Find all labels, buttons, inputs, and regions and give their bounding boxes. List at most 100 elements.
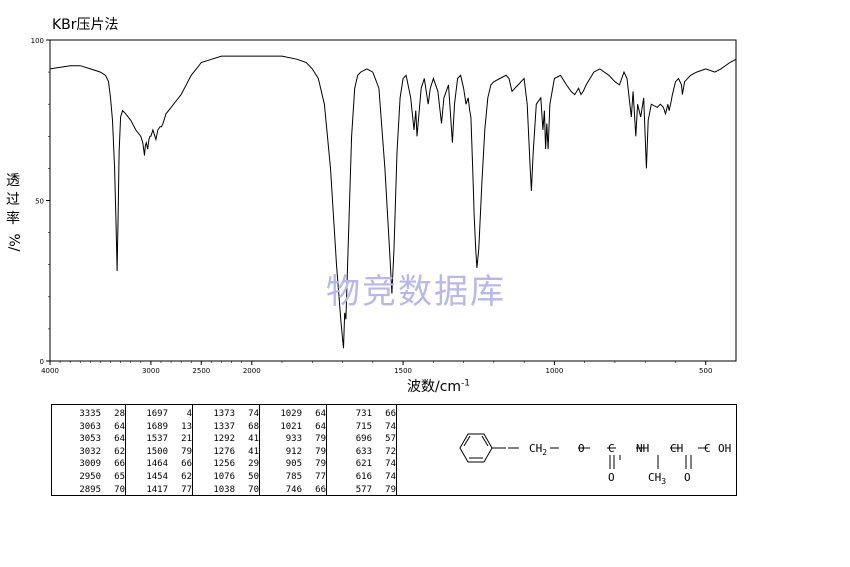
peak-row: 3053 64: [52, 433, 125, 446]
peak-row: 1464 66: [126, 458, 192, 471]
peak-transmittance: 64: [315, 421, 326, 432]
peak-wavenumber: 696: [355, 434, 372, 445]
ir-spectrum-chart: 4000 3000 2500 2000 1500 1000 500 0 50 100: [31, 37, 737, 375]
peak-row: 785 77: [260, 471, 326, 484]
peak-row: 1076 50: [193, 471, 259, 484]
peak-row: 2950 65: [52, 471, 125, 484]
ch2-label: CH2: [529, 442, 547, 457]
y-axis-label-char: 透: [6, 173, 20, 189]
peak-wavenumber: 1537: [146, 434, 168, 445]
x-tick-label: 1000: [545, 367, 563, 375]
peak-wavenumber: 731: [355, 409, 372, 419]
peak-row: 621 74: [327, 458, 396, 471]
peak-transmittance: 50: [248, 471, 259, 482]
x-tick-label: 500: [699, 367, 712, 375]
ch-label: CH: [670, 442, 683, 455]
peak-row: 1454 62: [126, 471, 192, 484]
peak-row: 1021 64: [260, 421, 326, 434]
peak-wavenumber: 616: [355, 471, 372, 482]
peak-transmittance: 66: [385, 409, 396, 419]
peak-row: 1292 41: [193, 433, 259, 446]
peak-wavenumber: 1417: [146, 484, 168, 495]
peak-row: 616 74: [327, 471, 396, 484]
peak-wavenumber: 1076: [213, 471, 235, 482]
peak-row: 3335 28: [52, 408, 125, 421]
x-tick-label: 4000: [41, 367, 59, 375]
peak-wavenumber: 3009: [79, 459, 101, 470]
peak-row: 2895 70: [52, 484, 125, 497]
peak-row: 746 66: [260, 484, 326, 497]
acid-oxygen-label: O: [684, 471, 691, 484]
peak-transmittance: 74: [385, 471, 396, 482]
y-axis-label-char: 率: [6, 211, 20, 227]
peak-transmittance: 4: [186, 409, 192, 419]
peak-row: 1038 70: [193, 484, 259, 497]
peak-transmittance: 74: [385, 459, 396, 470]
peak-transmittance: 77: [315, 471, 326, 482]
peak-transmittance: 72: [385, 446, 396, 457]
peak-row: 905 79: [260, 458, 326, 471]
peak-row: 912 79: [260, 446, 326, 459]
peak-row: 1373 74: [193, 408, 259, 421]
peak-transmittance: 68: [248, 421, 259, 432]
peak-transmittance: 13: [181, 421, 192, 432]
peak-transmittance: 21: [181, 434, 192, 445]
peak-transmittance: 64: [114, 421, 125, 432]
peak-row: 715 74: [327, 421, 396, 434]
peak-row: 1537 21: [126, 433, 192, 446]
peak-transmittance: 62: [181, 471, 192, 482]
peak-transmittance: 79: [181, 446, 192, 457]
peak-wavenumber: 2895: [79, 484, 101, 495]
peak-transmittance: 62: [114, 446, 125, 457]
peak-transmittance: 66: [315, 484, 326, 495]
peak-wavenumber: 905: [285, 459, 302, 470]
y-axis-label: 透 过 率 %/: [4, 172, 22, 252]
peak-wavenumber: 2950: [79, 471, 101, 482]
x-axis-label-sup: -1: [461, 378, 471, 389]
peak-wavenumber: 1697: [146, 409, 168, 419]
peak-wavenumber: 1021: [280, 421, 302, 432]
peak-row: 696 57: [327, 433, 396, 446]
peak-wavenumber: 1454: [146, 471, 168, 482]
peak-transmittance: 79: [315, 459, 326, 470]
peak-row: 1256 29: [193, 458, 259, 471]
peak-row: 933 79: [260, 433, 326, 446]
ether-oxygen-label: O: [578, 442, 585, 455]
peak-row: 1337 68: [193, 421, 259, 434]
peak-wavenumber: 785: [285, 471, 302, 482]
peak-transmittance: 77: [181, 484, 192, 495]
x-axis-label: 波数/cm-1: [407, 376, 470, 396]
peak-transmittance: 74: [248, 409, 259, 419]
peak-column: 3335 28 3063 64 3053 64 3032 62 3009 66 2950 65 2895…: [52, 405, 126, 495]
peak-row: 731 66: [327, 408, 396, 421]
peak-transmittance: 74: [385, 421, 396, 432]
spectrum-line: [49, 55, 737, 349]
peak-transmittance: 79: [315, 446, 326, 457]
peak-row: 633 72: [327, 446, 396, 459]
peak-row: 3063 64: [52, 421, 125, 434]
y-tick-label: 50: [35, 198, 44, 206]
peak-row: 3032 62: [52, 446, 125, 459]
peak-column: 731 66 715 74 696 57 633 72 621 74 616 74 577 79: [327, 405, 397, 495]
peak-transmittance: 66: [114, 459, 125, 470]
peak-transmittance: 41: [248, 434, 259, 445]
peak-wavenumber: 912: [285, 446, 302, 457]
peak-row: 1500 79: [126, 446, 192, 459]
peak-row: 1689 13: [126, 421, 192, 434]
peak-wavenumber: 621: [355, 459, 372, 470]
peak-wavenumber: 3063: [79, 421, 101, 432]
peak-column: 1029 64 1021 64 933 79 912 79 905 79 785 77 746 66: [260, 405, 327, 495]
peak-transmittance: 28: [114, 409, 125, 419]
peak-wavenumber: 1500: [146, 446, 168, 457]
peak-wavenumber: 633: [355, 446, 372, 457]
methyl-label: CH3: [648, 471, 666, 486]
peak-row: 1417 77: [126, 484, 192, 497]
peak-transmittance: 79: [315, 434, 326, 445]
peak-row: 3009 66: [52, 458, 125, 471]
peak-transmittance: 70: [248, 484, 259, 495]
peak-row: 1697 4: [126, 408, 192, 421]
carbonyl-oxygen-label: O: [608, 471, 615, 484]
peak-wavenumber: 1337: [213, 421, 235, 432]
x-tick-label: 1500: [394, 367, 412, 375]
x-axis-label-text: 波数/cm: [407, 379, 462, 395]
